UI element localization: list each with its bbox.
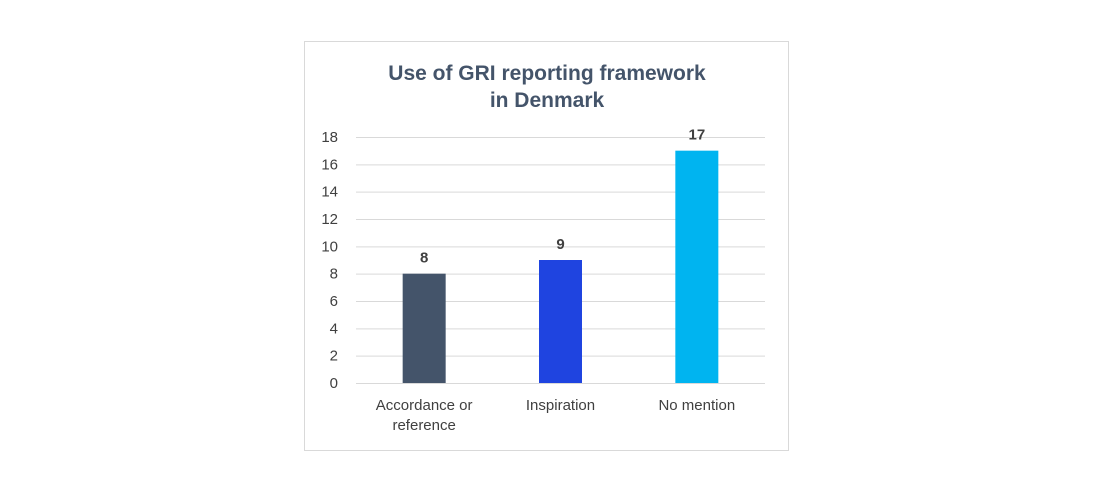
chart-title-line-1: Use of GRI reporting framework	[388, 62, 706, 85]
y-tick-label: 10	[321, 238, 338, 255]
y-tick-label: 16	[321, 156, 338, 173]
y-tick-label: 0	[330, 375, 338, 392]
x-category-label: Accordance or	[376, 397, 473, 414]
y-tick-label: 2	[330, 348, 338, 365]
x-category-label: No mention	[658, 397, 735, 414]
chart-title-line-2: in Denmark	[490, 89, 605, 112]
y-tick-label: 14	[321, 184, 338, 201]
data-label: 9	[556, 236, 564, 253]
y-tick-label: 8	[330, 266, 338, 283]
data-label: 17	[688, 127, 705, 144]
y-tick-label: 18	[321, 129, 338, 146]
x-category-label: Inspiration	[526, 397, 595, 414]
bar	[675, 150, 719, 383]
y-tick-label: 12	[321, 211, 338, 228]
y-tick-label: 6	[330, 293, 338, 310]
bar	[539, 260, 582, 383]
x-category-label: reference	[392, 417, 455, 434]
bar	[402, 273, 446, 383]
y-tick-label: 4	[330, 320, 338, 337]
data-label: 8	[420, 250, 428, 267]
